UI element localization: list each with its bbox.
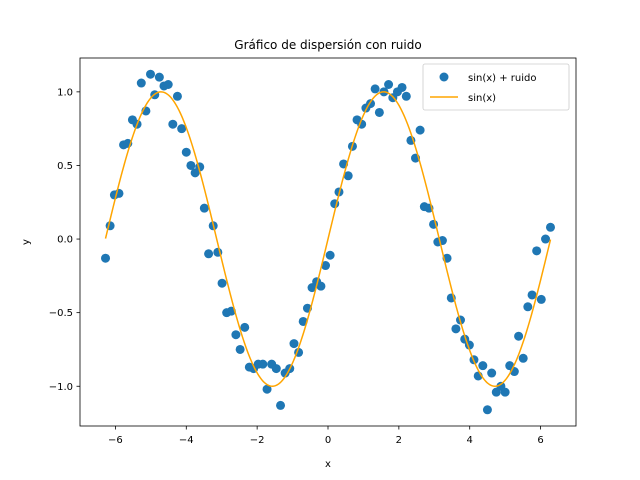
x-axis-label: x xyxy=(325,459,331,470)
scatter-point xyxy=(397,82,407,92)
scatter-point xyxy=(316,281,326,291)
legend-label-scatter: sin(x) + ruido xyxy=(468,73,536,84)
scatter-point xyxy=(168,119,178,129)
scatter-point xyxy=(199,203,209,213)
y-tick-label: 0.5 xyxy=(57,161,73,172)
y-tick-label: 0.0 xyxy=(57,235,73,246)
scatter-point xyxy=(482,405,492,415)
y-tick-label: −0.5 xyxy=(49,308,73,319)
scatter-point xyxy=(532,246,542,256)
scatter-point xyxy=(271,364,281,374)
sine-line xyxy=(104,91,552,388)
axis-ticks: −6 −4 −2 0 2 4 6 −1.0 −0.5 0.0 0.5 1.0 xyxy=(49,87,544,446)
scatter-point xyxy=(321,261,331,271)
x-tick-label: −4 xyxy=(179,435,194,446)
scatter-point xyxy=(370,84,380,94)
scatter-point xyxy=(186,160,196,170)
scatter-point xyxy=(146,69,155,79)
scatter-point xyxy=(514,331,524,341)
scatter-point xyxy=(163,80,173,89)
scatter-point xyxy=(325,250,335,260)
scatter-point xyxy=(289,339,299,349)
scatter-point xyxy=(258,359,268,369)
scatter-point xyxy=(536,294,546,304)
x-tick-label: 2 xyxy=(396,435,402,446)
scatter-point xyxy=(451,324,461,334)
x-tick-label: 4 xyxy=(467,435,473,446)
x-tick-label: −6 xyxy=(108,435,123,446)
scatter-point xyxy=(384,80,394,89)
scatter-point xyxy=(204,249,214,259)
x-tick-label: 6 xyxy=(537,435,543,446)
scatter-point xyxy=(523,302,533,312)
scatter-point xyxy=(487,368,497,378)
scatter-point xyxy=(276,400,286,410)
y-axis-label: y xyxy=(21,239,32,245)
scatter-point xyxy=(217,278,227,288)
scatter-point xyxy=(415,125,425,135)
plot-area xyxy=(101,69,555,415)
scatter-point xyxy=(154,72,164,82)
scatter-point xyxy=(101,253,111,263)
x-tick-label: 0 xyxy=(325,435,331,446)
scatter-point xyxy=(235,344,245,354)
legend-marker-scatter xyxy=(439,72,449,82)
scatter-point xyxy=(172,91,182,101)
scatter-point xyxy=(136,78,146,88)
y-tick-label: 1.0 xyxy=(57,87,73,98)
scatter-point xyxy=(545,222,555,232)
legend: sin(x) + ruido sin(x) xyxy=(422,63,570,111)
scatter-point xyxy=(541,234,551,244)
scatter-point xyxy=(500,387,510,397)
scatter-point xyxy=(527,290,537,300)
chart-title: Gráfico de dispersión con ruido xyxy=(234,38,421,52)
scatter-point xyxy=(343,171,353,181)
legend-box xyxy=(422,63,570,111)
scatter-point xyxy=(231,330,241,340)
scatter-point xyxy=(240,322,250,332)
scatter-point xyxy=(298,316,308,326)
scatter-point xyxy=(177,124,187,134)
scatter-point xyxy=(374,107,384,117)
scatter-point xyxy=(518,353,528,363)
scatter-point xyxy=(262,384,272,394)
scatter-point xyxy=(181,147,191,157)
scatter-point xyxy=(478,361,488,371)
y-tick-label: −1.0 xyxy=(49,382,73,393)
legend-label-line: sin(x) xyxy=(468,93,496,104)
scatter-point xyxy=(401,91,411,101)
x-tick-label: −2 xyxy=(250,435,265,446)
